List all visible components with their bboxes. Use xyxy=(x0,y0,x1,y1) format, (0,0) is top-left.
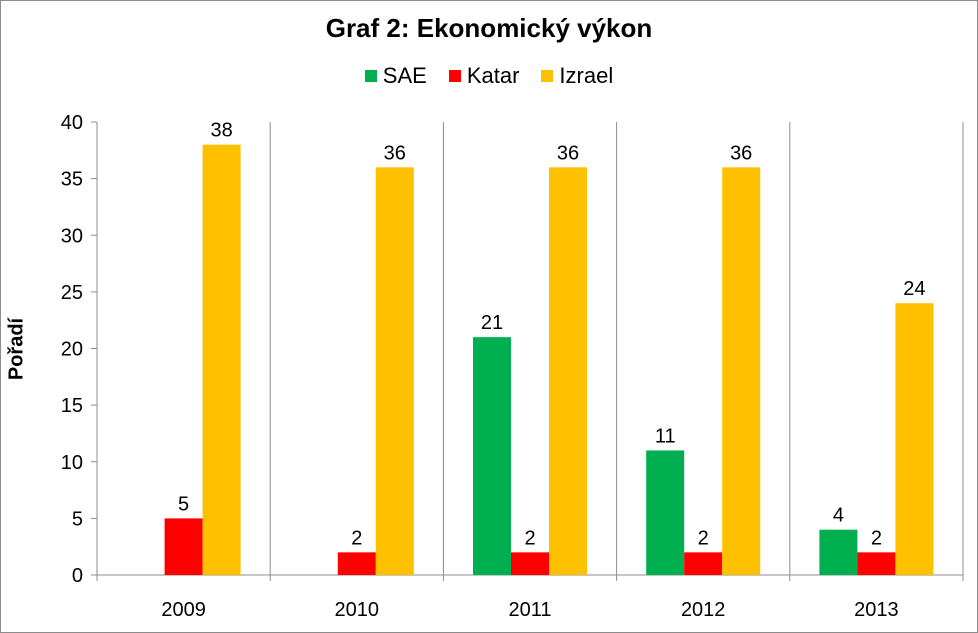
bar-izrael-2010 xyxy=(375,167,414,576)
x-tick-label-2011: 2011 xyxy=(508,599,551,621)
data-label-izrael-2010: 36 xyxy=(384,142,406,164)
bar-katar-2010 xyxy=(337,552,376,575)
data-label-izrael-2012: 36 xyxy=(730,142,752,164)
bar-izrael-2011 xyxy=(549,167,587,576)
y-tick-label: 0 xyxy=(72,565,83,587)
data-label-sae-2011: 21 xyxy=(481,312,503,334)
data-label-sae-2013: 4 xyxy=(833,505,844,527)
x-tick-label-2010: 2010 xyxy=(335,599,380,621)
data-label-izrael-2011: 36 xyxy=(557,142,579,164)
bar-katar-2013 xyxy=(857,552,896,575)
data-label-sae-2012: 11 xyxy=(655,425,676,447)
y-tick-label: 40 xyxy=(61,112,83,134)
legend-item-izrael: Izrael xyxy=(541,63,613,89)
bar-izrael-2013 xyxy=(895,303,934,575)
data-label-katar-2013: 2 xyxy=(871,527,882,549)
bar-katar-2009 xyxy=(164,518,203,575)
data-label-katar-2012: 2 xyxy=(698,527,709,549)
legend-label-izrael: Izrael xyxy=(559,63,614,88)
data-label-katar-2009: 5 xyxy=(178,493,189,515)
legend-swatch-katar xyxy=(448,70,461,82)
x-tick-label-2013: 2013 xyxy=(854,599,899,621)
bar-sae-2012 xyxy=(646,450,685,575)
bar-katar-2011 xyxy=(511,552,549,575)
y-tick-label: 30 xyxy=(61,225,83,247)
data-label-izrael-2009: 38 xyxy=(210,120,232,142)
bar-izrael-2012 xyxy=(722,167,761,576)
legend-label-katar: Katar xyxy=(466,63,520,88)
legend-item-sae: SAE xyxy=(364,63,427,89)
y-tick-label: 25 xyxy=(61,282,83,304)
bar-izrael-2009 xyxy=(202,144,241,575)
bar-sae-2011 xyxy=(473,337,511,575)
data-label-izrael-2013: 24 xyxy=(903,278,925,300)
y-tick-label: 20 xyxy=(61,339,83,361)
x-tick-label-2012: 2012 xyxy=(681,599,726,621)
bar-katar-2012 xyxy=(684,552,723,575)
data-label-katar-2011: 2 xyxy=(524,527,535,549)
data-label-katar-2010: 2 xyxy=(351,527,362,549)
y-tick-label: 5 xyxy=(72,508,83,530)
legend-swatch-izrael xyxy=(541,70,554,82)
y-tick-label: 10 xyxy=(61,452,83,474)
y-tick-label: 35 xyxy=(61,169,83,191)
legend-item-katar: Katar xyxy=(448,63,520,89)
chart-title: Graf 2: Ekonomický výkon xyxy=(325,13,653,43)
x-tick-label-2009: 2009 xyxy=(161,599,206,621)
bar-sae-2013 xyxy=(819,529,858,575)
y-tick-label: 15 xyxy=(61,395,83,417)
legend-swatch-sae xyxy=(364,70,377,82)
legend-label-sae: SAE xyxy=(382,63,427,88)
legend: SAE Katar Izrael xyxy=(1,63,977,89)
